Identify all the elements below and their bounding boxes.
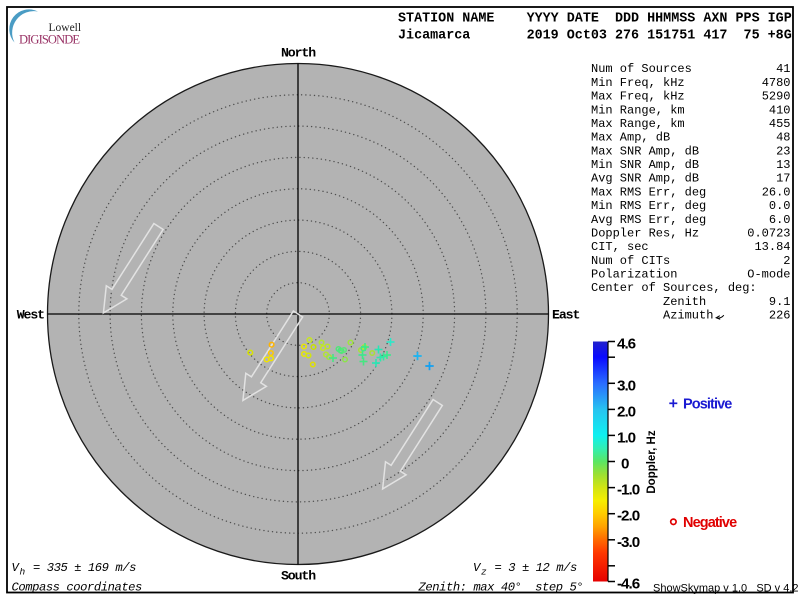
svg-text:North: North <box>281 46 316 61</box>
svg-text:DIGISONDE: DIGISONDE <box>19 33 80 47</box>
svg-text:0.0723: 0.0723 <box>747 226 790 240</box>
svg-text:CIT, sec: CIT, sec <box>591 240 649 254</box>
svg-text:Compass coordinates: Compass coordinates <box>12 581 143 595</box>
svg-text:Avg RMS Err, deg: Avg RMS Err, deg <box>591 213 706 227</box>
svg-text:Jicamarca 2019 Oct03 276: Jicamarca 2019 Oct03 276 151751 417 75 +… <box>398 29 792 44</box>
svg-text:Azimuth: Azimuth <box>663 309 713 323</box>
svg-text:Min Freq, kHz: Min Freq, kHz <box>591 76 685 90</box>
svg-text:= 335 ± 169 m/s: = 335 ± 169 m/s <box>33 561 136 575</box>
svg-text:Min Range, km: Min Range, km <box>591 103 685 117</box>
svg-text:Num of Sources: Num of Sources <box>591 62 692 76</box>
svg-text:= 3 ± 12 m/s: = 3 ± 12 m/s <box>495 561 578 575</box>
svg-text:Max RMS Err, deg: Max RMS Err, deg <box>591 185 706 199</box>
svg-text:4780: 4780 <box>762 76 791 90</box>
svg-text:26.0: 26.0 <box>762 185 791 199</box>
svg-text:5290: 5290 <box>762 90 791 104</box>
svg-text:Doppler Res, Hz: Doppler Res, Hz <box>591 226 699 240</box>
svg-text:Avg SNR Amp, dB: Avg SNR Amp, dB <box>591 172 699 186</box>
svg-text:South: South <box>281 569 316 584</box>
svg-text:Min RMS Err, deg: Min RMS Err, deg <box>591 199 706 213</box>
svg-text:0: 0 <box>621 456 629 473</box>
svg-text:Max SNR Amp, dB: Max SNR Amp, dB <box>591 144 699 158</box>
svg-text:6.0: 6.0 <box>769 213 791 227</box>
svg-text:ShowSkymap v 1.0 SD v 4.2: ShowSkymap v 1.0 SD v 4.2 <box>653 582 799 594</box>
svg-text:West: West <box>17 308 44 323</box>
svg-text:Lowell: Lowell <box>49 22 82 34</box>
svg-text:13: 13 <box>776 158 790 172</box>
svg-text:Doppler, Hz: Doppler, Hz <box>646 430 658 494</box>
svg-text:3.0: 3.0 <box>617 377 636 394</box>
svg-text:Negative: Negative <box>683 515 737 531</box>
svg-text:410: 410 <box>769 103 791 117</box>
svg-text:h: h <box>20 567 26 578</box>
svg-text:23: 23 <box>776 144 790 158</box>
svg-text:17: 17 <box>776 172 790 186</box>
svg-text:-2.0: -2.0 <box>617 508 640 525</box>
svg-text:9.1: 9.1 <box>769 295 791 309</box>
svg-text:Num of CITs: Num of CITs <box>591 254 670 268</box>
svg-text:-1.0: -1.0 <box>617 482 640 499</box>
svg-text:-3.0: -3.0 <box>617 534 640 551</box>
svg-text:Zenith: Zenith <box>663 295 706 309</box>
svg-text:1.0: 1.0 <box>617 429 636 446</box>
svg-text:Zenith: max 40° step 5°: Zenith: max 40° step 5° <box>418 581 584 595</box>
svg-text:Min SNR Amp, dB: Min SNR Amp, dB <box>591 158 699 172</box>
svg-text:-4.6: -4.6 <box>617 576 640 593</box>
svg-text:O-mode: O-mode <box>747 268 790 282</box>
svg-text:Max Freq, kHz: Max Freq, kHz <box>591 90 685 104</box>
svg-text:4.6: 4.6 <box>617 336 636 353</box>
svg-text:Positive: Positive <box>683 397 732 413</box>
svg-text:48: 48 <box>776 131 790 145</box>
svg-text:2.0: 2.0 <box>617 403 636 420</box>
svg-text:13.84: 13.84 <box>754 240 790 254</box>
svg-text:455: 455 <box>769 117 791 131</box>
svg-text:V: V <box>473 561 482 575</box>
svg-text:V: V <box>12 561 21 575</box>
svg-text:Center of Sources, deg:: Center of Sources, deg: <box>591 281 757 295</box>
svg-text:STATION NAME YYYY DATE DDD: STATION NAME YYYY DATE DDD HHMMSS AXN PP… <box>398 12 792 27</box>
svg-text:226: 226 <box>769 309 791 323</box>
svg-text:41: 41 <box>776 62 790 76</box>
svg-text:Polarization: Polarization <box>591 268 677 282</box>
svg-text:East: East <box>552 308 579 323</box>
svg-text:2: 2 <box>783 254 790 268</box>
svg-text:z: z <box>481 567 487 578</box>
svg-text:0.0: 0.0 <box>769 199 791 213</box>
svg-text:Max Range, km: Max Range, km <box>591 117 685 131</box>
svg-text:Max Amp, dB: Max Amp, dB <box>591 131 670 145</box>
